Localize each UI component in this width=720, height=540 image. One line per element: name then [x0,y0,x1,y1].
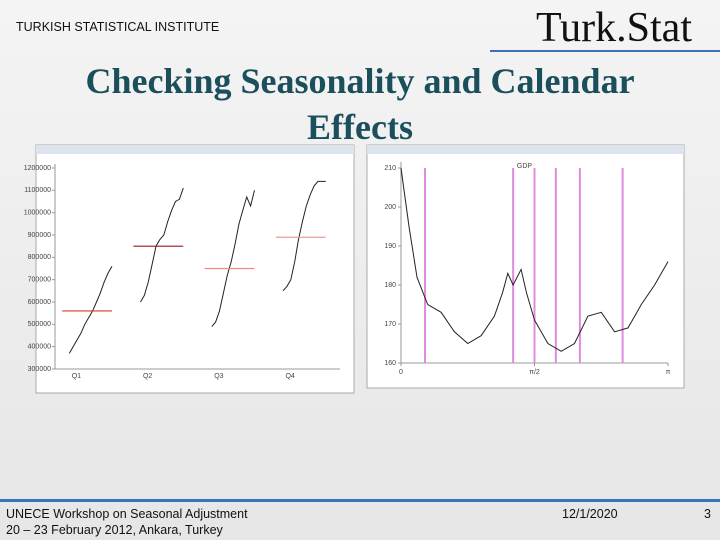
brand: Turk.Stat [535,5,692,51]
y-tick-label: 500000 [28,321,51,328]
x-tick-label: π/2 [529,369,540,376]
y-tick-label: 1100000 [24,187,51,194]
institute-name: TURKISH STATISTICAL INSTITUTE [16,20,220,34]
footer-text: UNECE Workshop on Seasonal Adjustment [6,507,248,521]
season-line [68,266,113,354]
y-tick-label: 800000 [28,254,51,261]
season-line [140,187,184,303]
panel-header [367,145,684,154]
footer-text: 20 – 23 February 2012, Ankara, Turkey [6,523,223,537]
season-line [282,180,326,292]
y-tick-label: 900000 [28,232,51,239]
y-tick-label: 210 [384,165,396,172]
y-tick-label: 170 [384,321,396,328]
y-tick-label: 180 [384,282,396,289]
header-rule [490,50,720,52]
x-tick-label: Q3 [214,373,223,380]
spectrum-line [400,167,669,352]
panel-header [36,145,354,154]
y-tick-label: 1000000 [24,210,51,217]
y-tick-label: 700000 [28,277,51,284]
y-tick-label: 600000 [28,299,51,306]
x-tick-label: 0 [399,369,403,376]
x-tick-label: Q1 [72,373,81,380]
slide-title: Effects [307,107,413,147]
left-panel [35,144,355,394]
x-tick-label: Q4 [285,373,294,380]
y-tick-label: 1200000 [24,165,51,172]
page-number: 3 [704,507,711,521]
x-tick-label: π [666,369,671,376]
right-panel [366,144,685,389]
footer-date: 12/1/2020 [562,507,618,521]
y-tick-label: 200 [384,204,396,211]
footer-rule [0,499,720,502]
y-tick-label: 300000 [28,366,51,373]
y-tick-label: 190 [384,243,396,250]
y-tick-label: 400000 [28,344,51,351]
x-tick-label: Q2 [143,373,152,380]
slide-title: Checking Seasonality and Calendar [85,61,635,101]
season-line [211,190,255,327]
y-tick-label: 160 [384,360,396,367]
chart-title: GDP [517,163,533,170]
